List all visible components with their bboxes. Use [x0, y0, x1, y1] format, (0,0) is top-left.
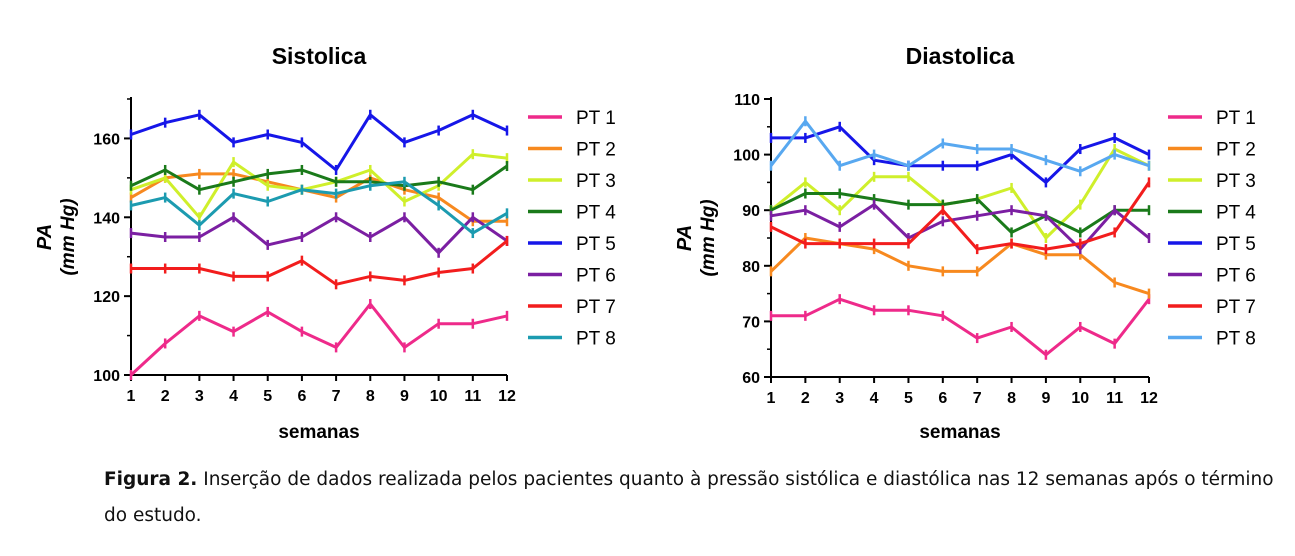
x-tick-label: 12 [1140, 390, 1158, 407]
series-line [130, 164, 508, 192]
x-tick-label: 11 [464, 388, 481, 405]
series-8 [129, 176, 509, 239]
series-8 [769, 116, 1151, 177]
series-line [129, 302, 508, 377]
chart-title: Diastolica [906, 43, 1015, 69]
y-tick-label: 80 [742, 259, 760, 276]
x-tick-label: 8 [366, 388, 375, 405]
x-tick-label: 1 [127, 388, 136, 405]
x-tick-label: 7 [973, 390, 982, 407]
y-tick-label: 110 [734, 92, 760, 109]
legend-label: PT 3 [576, 171, 616, 192]
y-tick-label: 70 [742, 314, 760, 331]
y-tick-label: 60 [742, 370, 760, 387]
x-tick-label: 10 [1071, 390, 1089, 407]
legend-label: PT 4 [1216, 203, 1256, 224]
legend-label: PT 6 [1216, 266, 1256, 287]
x-tick-label: 5 [904, 390, 913, 407]
x-tick-label: 5 [263, 388, 272, 405]
x-tick-label: 9 [400, 388, 409, 405]
series-5 [769, 121, 1151, 188]
x-tick-label: 6 [297, 388, 306, 405]
x-tick-label: 4 [870, 390, 879, 407]
x-tick-label: 3 [835, 390, 844, 407]
x-tick-label: 7 [332, 388, 341, 405]
series-line [130, 113, 508, 172]
legend-label: PT 5 [576, 234, 616, 255]
x-axis-label: semanas [919, 422, 1000, 443]
series-7 [769, 177, 1151, 255]
y-axis-label-group: PA (mm Hg) [674, 199, 719, 276]
x-tick-label: 8 [1007, 390, 1016, 407]
series-line [130, 172, 507, 223]
legend: PT 1 PT 2 PT 3 PT 4 PT 5 PT 6 PT 7 PT 8 [1168, 108, 1256, 350]
legend-label: PT 8 [576, 329, 616, 350]
y-tick-label: 120 [93, 289, 120, 306]
legend-label: PT 3 [1216, 171, 1256, 192]
series-line [130, 152, 508, 219]
y-axis-unit: (mm Hg) [58, 198, 79, 275]
series-line [769, 119, 1150, 173]
y-tick-label: 100 [93, 368, 120, 385]
legend: PT 1 PT 2 PT 3 PT 4 PT 5 PT 6 PT 7 PT 8 [528, 108, 616, 350]
series-line [770, 181, 1151, 251]
y-axis-label-group: PA (mm Hg) [34, 198, 79, 275]
x-tick-label: 2 [801, 390, 810, 407]
y-tick-label: 160 [93, 131, 120, 148]
legend-label: PT 5 [1216, 234, 1256, 255]
legend-label: PT 8 [1216, 329, 1256, 350]
caption-label: Figura 2. [104, 469, 198, 490]
series-5 [129, 109, 509, 175]
series-7 [129, 235, 509, 290]
legend-label: PT 7 [1216, 297, 1256, 318]
series-4 [129, 161, 509, 195]
series-line [771, 125, 1150, 184]
x-tick-label: 1 [767, 390, 776, 407]
chart-title: Sistolica [272, 43, 367, 69]
series-line [771, 297, 1151, 357]
y-axis-label: PA [34, 224, 56, 250]
y-tick-label: 90 [742, 203, 760, 220]
x-tick-label: 6 [938, 390, 947, 407]
x-tick-label: 9 [1041, 390, 1050, 407]
x-tick-label: 2 [161, 388, 170, 405]
y-axis-unit: (mm Hg) [698, 199, 719, 276]
series-line [770, 192, 1149, 234]
y-tick-label: 100 [733, 148, 760, 165]
series-line [130, 180, 508, 235]
series-2 [129, 168, 509, 227]
x-tick-label: 12 [498, 388, 516, 405]
series-1 [769, 294, 1151, 360]
y-axis-label: PA [674, 225, 696, 251]
series-6 [769, 199, 1151, 255]
legend-label: PT 2 [1216, 140, 1256, 161]
legend-label: PT 1 [1216, 108, 1256, 129]
x-tick-label: 3 [195, 388, 204, 405]
series-line [769, 236, 1150, 296]
figure-caption: Figura 2. Inserção de dados realizada pe… [104, 462, 1284, 534]
series-line [131, 239, 508, 286]
x-tick-label: 4 [229, 388, 238, 405]
series-line [130, 215, 508, 255]
y-tick-label: 140 [93, 210, 120, 227]
x-tick-label: 10 [430, 388, 448, 405]
legend-label: PT 7 [576, 297, 616, 318]
caption-text: Inserção de dados realizada pelos pacien… [104, 469, 1274, 526]
x-tick-label: 11 [1106, 390, 1123, 407]
legend-label: PT 6 [576, 266, 616, 287]
legend-label: PT 2 [576, 140, 616, 161]
legend-label: PT 4 [576, 203, 616, 224]
series-6 [129, 212, 509, 258]
legend-label: PT 1 [576, 108, 616, 129]
series-1 [129, 299, 509, 380]
x-axis-label: semanas [278, 422, 359, 443]
